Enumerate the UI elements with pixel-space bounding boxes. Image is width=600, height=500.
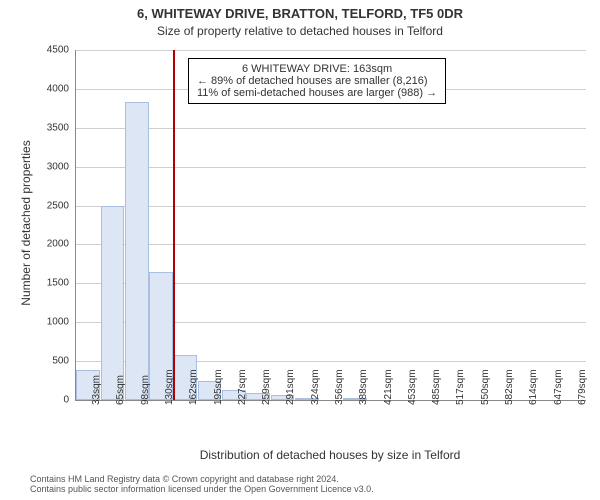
- x-tick-label: 259sqm: [261, 369, 272, 405]
- grid-line: [76, 244, 586, 245]
- x-tick-label: 421sqm: [383, 369, 394, 405]
- y-tick-label: 4000: [29, 83, 69, 94]
- chart-title: 6, WHITEWAY DRIVE, BRATTON, TELFORD, TF5…: [0, 6, 600, 21]
- annotation-line: ← 89% of detached houses are smaller (8,…: [197, 75, 437, 87]
- footer-line: Contains HM Land Registry data © Crown c…: [30, 474, 374, 484]
- x-tick-label: 162sqm: [188, 369, 199, 405]
- x-tick-label: 517sqm: [455, 369, 466, 405]
- x-tick-label: 582sqm: [504, 369, 515, 405]
- x-tick-label: 130sqm: [164, 369, 175, 405]
- x-tick-label: 195sqm: [213, 369, 224, 405]
- x-axis-label: Distribution of detached houses by size …: [75, 448, 585, 462]
- y-tick-label: 1500: [29, 278, 69, 289]
- x-tick-label: 356sqm: [334, 369, 345, 405]
- x-tick-label: 614sqm: [528, 369, 539, 405]
- grid-line: [76, 167, 586, 168]
- x-tick-label: 291sqm: [285, 369, 296, 405]
- y-tick-label: 2500: [29, 200, 69, 211]
- x-tick-label: 98sqm: [140, 375, 151, 405]
- x-tick-label: 227sqm: [237, 369, 248, 405]
- grid-line: [76, 50, 586, 51]
- x-tick-label: 550sqm: [480, 369, 491, 405]
- grid-line: [76, 128, 586, 129]
- y-tick-label: 4500: [29, 45, 69, 56]
- y-tick-label: 0: [29, 395, 69, 406]
- y-tick-label: 2000: [29, 239, 69, 250]
- y-tick-label: 500: [29, 356, 69, 367]
- x-tick-label: 388sqm: [358, 369, 369, 405]
- histogram-bar: [125, 102, 149, 400]
- chart-subtitle: Size of property relative to detached ho…: [0, 24, 600, 38]
- x-tick-label: 33sqm: [91, 375, 102, 405]
- property-marker-line: [173, 50, 175, 400]
- y-axis-label: Number of detached properties: [19, 123, 33, 323]
- y-tick-label: 3000: [29, 161, 69, 172]
- y-tick-label: 1000: [29, 317, 69, 328]
- chart-container: { "chart": { "type": "histogram", "title…: [0, 0, 600, 500]
- x-tick-label: 647sqm: [553, 369, 564, 405]
- annotation-line: 11% of semi-detached houses are larger (…: [197, 87, 437, 99]
- y-tick-label: 3500: [29, 122, 69, 133]
- footer-line: Contains public sector information licen…: [30, 484, 374, 494]
- annotation-line: 6 WHITEWAY DRIVE: 163sqm: [197, 63, 437, 75]
- x-tick-label: 65sqm: [115, 375, 126, 405]
- chart-footer: Contains HM Land Registry data © Crown c…: [30, 474, 374, 494]
- annotation-box: 6 WHITEWAY DRIVE: 163sqm← 89% of detache…: [188, 58, 446, 104]
- grid-line: [76, 206, 586, 207]
- histogram-bar: [101, 206, 125, 400]
- x-tick-label: 485sqm: [431, 369, 442, 405]
- x-tick-label: 324sqm: [310, 369, 321, 405]
- x-tick-label: 453sqm: [407, 369, 418, 405]
- x-tick-label: 679sqm: [577, 369, 588, 405]
